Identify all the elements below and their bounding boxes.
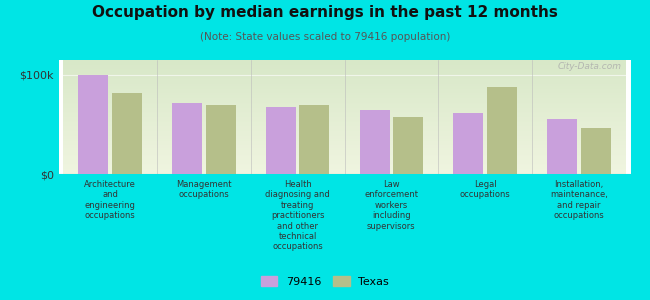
Text: Installation,
maintenance,
and repair
occupations: Installation, maintenance, and repair oc… <box>550 180 608 220</box>
Bar <box>300 105 330 174</box>
Bar <box>547 119 577 174</box>
Bar <box>172 103 202 174</box>
Text: City-Data.com: City-Data.com <box>558 62 622 71</box>
Bar <box>581 128 611 174</box>
Legend: 79416, Texas: 79416, Texas <box>256 272 394 291</box>
Bar <box>205 105 236 174</box>
Text: Law
enforcement
workers
including
supervisors: Law enforcement workers including superv… <box>365 180 419 231</box>
Bar <box>487 87 517 174</box>
Bar <box>393 116 423 174</box>
Text: (Note: State values scaled to 79416 population): (Note: State values scaled to 79416 popu… <box>200 32 450 41</box>
Text: Occupation by median earnings in the past 12 months: Occupation by median earnings in the pas… <box>92 4 558 20</box>
Text: Management
occupations: Management occupations <box>176 180 231 200</box>
Text: Legal
occupations: Legal occupations <box>460 180 510 200</box>
Text: Architecture
and
engineering
occupations: Architecture and engineering occupations <box>84 180 136 220</box>
Text: Health
diagnosing and
treating
practitioners
and other
technical
occupations: Health diagnosing and treating practitio… <box>265 180 330 251</box>
Bar <box>112 93 142 174</box>
Bar <box>453 112 484 174</box>
Bar <box>266 106 296 174</box>
Bar <box>78 75 108 174</box>
Bar <box>359 110 389 174</box>
